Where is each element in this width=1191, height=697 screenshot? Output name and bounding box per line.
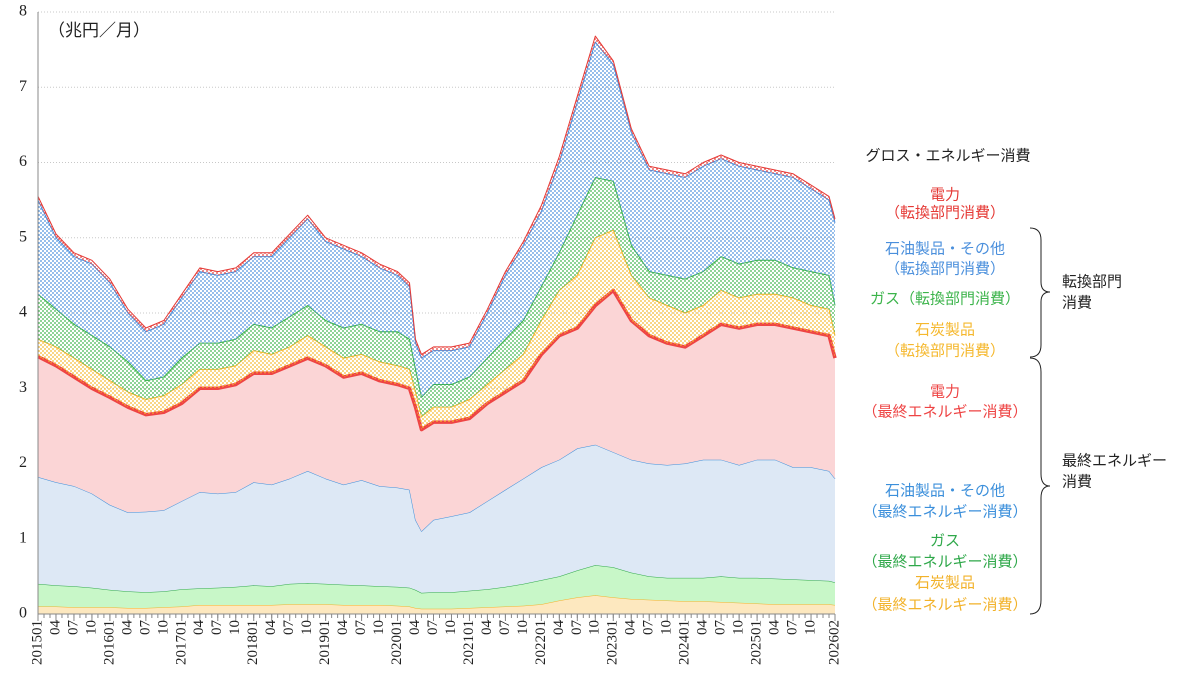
x-tick-label: 201601 bbox=[101, 620, 117, 665]
group-label: 転換部門 bbox=[1062, 273, 1122, 290]
y-tick-label: 5 bbox=[19, 228, 27, 245]
x-tick-label: 10 bbox=[371, 620, 387, 635]
x-tick-label: 04 bbox=[47, 620, 63, 636]
series-label: 石油製品・その他 bbox=[885, 240, 1005, 257]
y-tick-label: 2 bbox=[19, 454, 27, 471]
x-tick-label: 07 bbox=[425, 620, 441, 636]
x-tick-label: 04 bbox=[479, 620, 495, 636]
x-tick-label: 04 bbox=[767, 620, 783, 636]
y-tick-label: 1 bbox=[19, 529, 27, 546]
series-label: 石炭製品 bbox=[915, 574, 975, 591]
x-tick-label: 10 bbox=[155, 620, 171, 635]
series-label: （最終エネルギー消費） bbox=[862, 503, 1027, 520]
x-tick-label: 201701 bbox=[173, 620, 189, 665]
x-tick-label: 04 bbox=[695, 620, 711, 636]
x-tick-label: 07 bbox=[353, 620, 369, 636]
series-label: ガス bbox=[930, 532, 960, 549]
x-tick-label: 10 bbox=[659, 620, 675, 635]
x-tick-label: 04 bbox=[623, 620, 639, 636]
series-label: 石油製品・その他 bbox=[885, 482, 1005, 499]
series-label: （転換部門消費） bbox=[885, 342, 1005, 359]
x-tick-label: 04 bbox=[263, 620, 279, 636]
x-tick-label: 201501 bbox=[29, 620, 45, 665]
x-tick-label: 07 bbox=[137, 620, 153, 636]
series-label: （最終エネルギー消費） bbox=[862, 553, 1027, 570]
x-tick-label: 07 bbox=[784, 620, 800, 636]
series-label: （転換部門消費） bbox=[885, 260, 1005, 277]
group-label: 消費 bbox=[1062, 294, 1092, 311]
series-label: （最終エネルギー消費） bbox=[862, 596, 1027, 613]
x-tick-label: 10 bbox=[515, 620, 531, 635]
area bbox=[38, 565, 835, 609]
total-label: グロス・エネルギー消費 bbox=[865, 147, 1030, 164]
area bbox=[38, 230, 835, 430]
x-tick-label: 07 bbox=[641, 620, 657, 636]
x-tick-label: 202301 bbox=[605, 620, 621, 665]
area bbox=[38, 42, 835, 398]
x-tick-label: 202101 bbox=[461, 620, 477, 665]
series-label: 電力 bbox=[930, 186, 960, 203]
series-label: （転換部門消費） bbox=[885, 204, 1005, 221]
y-tick-label: 4 bbox=[19, 304, 27, 321]
x-tick-label: 10 bbox=[731, 620, 747, 635]
x-tick-label: 202001 bbox=[389, 620, 405, 665]
group-label: 消費 bbox=[1062, 473, 1092, 490]
x-tick-label: 04 bbox=[407, 620, 423, 636]
y-tick-label: 8 bbox=[19, 3, 27, 20]
series-label: ガス（転換部門消費） bbox=[870, 290, 1020, 307]
area bbox=[38, 177, 835, 417]
x-tick-label: 04 bbox=[191, 620, 207, 636]
area bbox=[38, 595, 835, 614]
brace bbox=[1029, 227, 1051, 358]
x-tick-label: 202602 bbox=[826, 620, 842, 665]
y-tick-label: 6 bbox=[19, 153, 27, 170]
x-tick-label: 201801 bbox=[245, 620, 261, 665]
y-tick-label: 0 bbox=[19, 605, 27, 622]
plot-area bbox=[37, 11, 837, 614]
x-tick-label: 07 bbox=[497, 620, 513, 636]
x-tick-label: 10 bbox=[443, 620, 459, 635]
x-tick-label: 10 bbox=[587, 620, 603, 635]
x-tick-label: 07 bbox=[209, 620, 225, 636]
x-tick-label: 07 bbox=[281, 620, 297, 636]
x-tick-label: 202201 bbox=[533, 620, 549, 665]
series-label: 電力 bbox=[930, 383, 960, 400]
x-tick-label: 202401 bbox=[677, 620, 693, 665]
y-tick-label: 3 bbox=[19, 379, 27, 396]
x-tick-label: 04 bbox=[119, 620, 135, 636]
y-tick-label: 7 bbox=[19, 78, 27, 95]
area bbox=[38, 290, 835, 532]
group-label: 最終エネルギー bbox=[1062, 452, 1167, 469]
x-tick-label: 202501 bbox=[749, 620, 765, 665]
x-tick-label: 10 bbox=[802, 620, 818, 635]
series-label: 石炭製品 bbox=[915, 321, 975, 338]
x-tick-label: 04 bbox=[335, 620, 351, 636]
x-tick-label: 07 bbox=[65, 620, 81, 636]
x-tick-label: 04 bbox=[551, 620, 567, 636]
unit-label: （兆円／月） bbox=[48, 21, 150, 40]
x-tick-label: 07 bbox=[713, 620, 729, 636]
x-tick-label: 10 bbox=[299, 620, 315, 635]
brace bbox=[1029, 357, 1051, 615]
x-tick-label: 07 bbox=[569, 620, 585, 636]
x-tick-label: 201901 bbox=[317, 620, 333, 665]
x-tick-label: 10 bbox=[83, 620, 99, 635]
area-line bbox=[37, 35, 836, 355]
x-tick-label: 10 bbox=[227, 620, 243, 635]
series-label: （最終エネルギー消費） bbox=[862, 403, 1027, 420]
area bbox=[38, 444, 835, 593]
